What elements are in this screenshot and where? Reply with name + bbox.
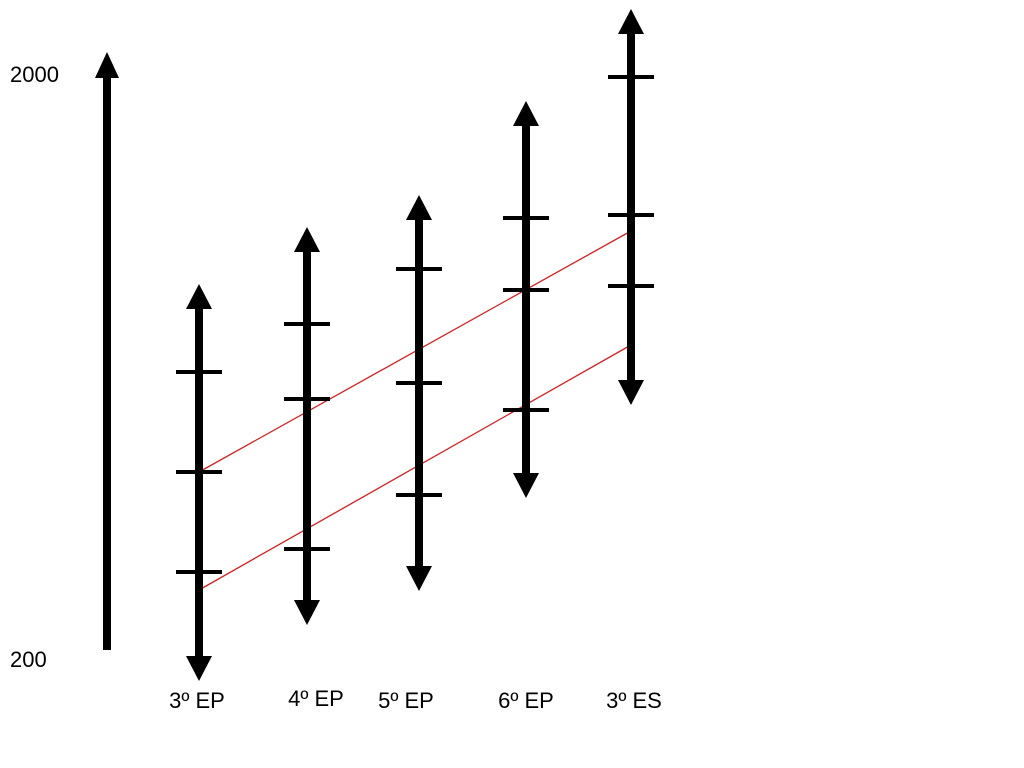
arrowhead-down-icon <box>513 473 539 498</box>
arrowhead-down-icon <box>294 600 320 625</box>
grade-range-5ep <box>396 195 442 591</box>
grade-range-4ep <box>284 227 330 625</box>
arrowhead-up-icon <box>294 227 320 252</box>
grade-label-6ep: 6º EP <box>498 688 554 713</box>
grade-label-5ep: 5º EP <box>378 688 434 713</box>
grade-label-4ep: 4º EP <box>288 686 344 711</box>
grade-label-3ep: 3º EP <box>169 688 225 713</box>
scale-axis <box>95 52 119 650</box>
scale-min-label: 200 <box>10 647 47 672</box>
scale-max-label: 2000 <box>10 62 59 87</box>
arrowhead-down-icon <box>186 656 212 681</box>
arrowhead-up-icon <box>186 284 212 309</box>
arrowhead-up-icon <box>618 9 644 34</box>
grade-range-3ep <box>176 284 222 681</box>
arrowhead-down-icon <box>618 380 644 405</box>
grade-range-3es <box>608 9 654 405</box>
arrowhead-down-icon <box>406 566 432 591</box>
grade-range-6ep <box>503 101 549 498</box>
grade-label-3es: 3º ES <box>606 688 662 713</box>
scale-axis-arrowhead <box>95 52 119 78</box>
arrowhead-up-icon <box>513 101 539 126</box>
arrowhead-up-icon <box>406 195 432 220</box>
